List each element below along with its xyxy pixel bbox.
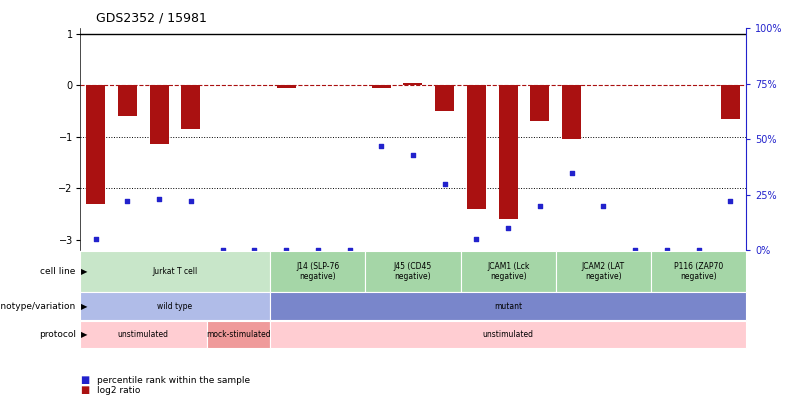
Point	[311, 247, 324, 254]
Bar	[531, 85, 549, 121]
Bar	[271, 321, 746, 348]
Text: JCAM2 (LAT
negative): JCAM2 (LAT negative)	[582, 262, 625, 281]
Bar	[181, 85, 200, 129]
Text: mock-stimulated: mock-stimulated	[206, 330, 271, 339]
Bar	[80, 321, 207, 348]
Bar	[499, 85, 518, 220]
Point	[438, 181, 451, 187]
Text: ▶: ▶	[81, 302, 87, 311]
Text: log2 ratio: log2 ratio	[97, 386, 140, 395]
Text: JCAM1 (Lck
negative): JCAM1 (Lck negative)	[487, 262, 529, 281]
Bar	[460, 251, 555, 292]
Text: unstimulated: unstimulated	[118, 330, 168, 339]
Text: ▶: ▶	[81, 330, 87, 339]
Bar	[404, 83, 422, 85]
Text: Jurkat T cell: Jurkat T cell	[152, 267, 198, 276]
Text: J14 (SLP-76
negative): J14 (SLP-76 negative)	[296, 262, 339, 281]
Text: percentile rank within the sample: percentile rank within the sample	[97, 376, 251, 385]
Bar	[271, 251, 365, 292]
Bar	[372, 85, 391, 88]
Point	[343, 247, 356, 254]
Point	[629, 247, 642, 254]
Bar	[149, 85, 168, 145]
Point	[597, 202, 610, 209]
Text: unstimulated: unstimulated	[483, 330, 534, 339]
Bar	[721, 85, 740, 119]
Point	[534, 202, 547, 209]
Text: cell line: cell line	[41, 267, 76, 276]
Text: J45 (CD45
negative): J45 (CD45 negative)	[394, 262, 432, 281]
Text: genotype/variation: genotype/variation	[0, 302, 76, 311]
Bar	[562, 85, 581, 139]
Bar	[651, 251, 746, 292]
Bar	[271, 292, 746, 320]
Bar	[207, 321, 271, 348]
Point	[121, 198, 134, 205]
Text: mutant: mutant	[494, 302, 522, 311]
Text: ■: ■	[80, 385, 89, 395]
Text: protocol: protocol	[39, 330, 76, 339]
Bar	[365, 251, 460, 292]
Point	[279, 247, 292, 254]
Bar	[277, 85, 295, 88]
Point	[661, 247, 674, 254]
Bar	[467, 85, 486, 209]
Point	[565, 169, 578, 176]
Bar	[555, 251, 651, 292]
Point	[216, 247, 229, 254]
Point	[152, 196, 165, 202]
Bar	[86, 85, 105, 204]
Bar	[80, 251, 271, 292]
Text: wild type: wild type	[157, 302, 192, 311]
Point	[375, 143, 388, 149]
Text: ■: ■	[80, 375, 89, 385]
Bar	[118, 85, 137, 116]
Point	[248, 247, 261, 254]
Bar	[80, 292, 271, 320]
Text: GDS2352 / 15981: GDS2352 / 15981	[96, 11, 207, 24]
Point	[502, 225, 515, 231]
Point	[692, 247, 705, 254]
Point	[470, 236, 483, 243]
Point	[89, 236, 102, 243]
Bar	[435, 85, 454, 111]
Point	[184, 198, 197, 205]
Text: P116 (ZAP70
negative): P116 (ZAP70 negative)	[674, 262, 723, 281]
Point	[406, 151, 420, 158]
Point	[724, 198, 737, 205]
Text: ▶: ▶	[81, 267, 87, 276]
